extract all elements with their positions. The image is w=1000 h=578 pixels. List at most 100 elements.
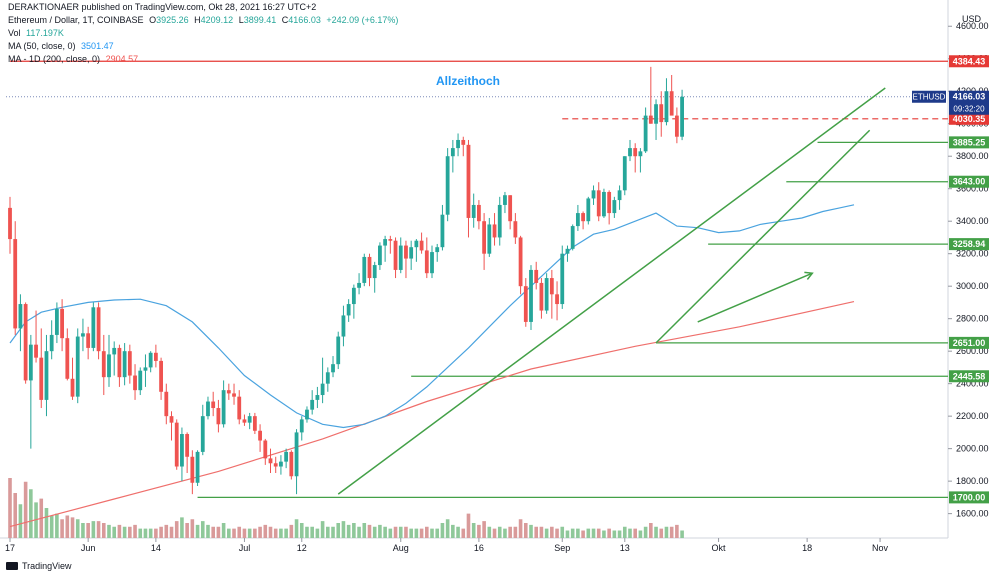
candle-body	[216, 408, 221, 425]
level-badge	[949, 55, 989, 68]
volume-bar	[138, 528, 143, 538]
candle-body	[180, 434, 184, 467]
volume-bar	[268, 526, 273, 538]
tradingview-footer[interactable]: TradingView	[6, 561, 72, 571]
candle-body	[570, 226, 575, 249]
candle-body	[591, 190, 596, 199]
volume-bar	[91, 521, 96, 538]
legend-ma50-row[interactable]: MA (50, close, 0) 3501.47	[8, 41, 114, 51]
candle-body	[148, 352, 153, 368]
candle-body	[101, 351, 106, 378]
volume-bar	[445, 519, 450, 538]
volume-bar	[44, 508, 49, 538]
volume-bar	[440, 523, 445, 538]
volume-bar	[659, 528, 664, 538]
legend-ma200-row[interactable]: MA - 1D (200, close, 0) 2904.57	[8, 54, 138, 64]
volume-value: 117.197K	[26, 28, 64, 38]
open-label: O	[149, 15, 157, 25]
volume-bar	[216, 526, 221, 538]
trend-line	[697, 272, 813, 323]
volume-bar	[612, 530, 617, 538]
volume-bar	[513, 526, 518, 538]
volume-bar	[398, 526, 403, 538]
candle-body	[680, 96, 684, 137]
high-label: H	[194, 15, 201, 25]
level-badge	[949, 336, 989, 349]
level-badge	[949, 136, 989, 149]
volume-bar	[279, 528, 283, 538]
candle-body	[450, 148, 455, 157]
candle-body	[654, 104, 658, 124]
candle-body	[518, 237, 523, 287]
volume-bar	[404, 526, 408, 538]
x-tick-label: Nov	[872, 543, 889, 553]
volume-bar	[81, 523, 85, 538]
volume-bar	[523, 523, 528, 538]
volume-bar	[414, 528, 419, 538]
candle-body	[8, 207, 12, 240]
volume-bar	[117, 524, 122, 538]
volume-bar	[680, 530, 684, 538]
candle-body	[357, 282, 361, 288]
candle-body	[440, 214, 445, 248]
volume-bar	[565, 530, 570, 538]
candle-body	[398, 245, 403, 270]
volume-bar	[362, 523, 367, 538]
x-tick-label: 16	[474, 543, 484, 553]
candle-body	[409, 247, 414, 259]
ma50-label: MA (50, close, 0)	[8, 41, 76, 51]
x-tick-label: Sep	[554, 543, 570, 553]
candle-body	[164, 391, 169, 417]
volume-bar	[529, 524, 533, 538]
level-label: 2445.58	[953, 371, 986, 381]
volume-bar	[221, 523, 226, 538]
x-tick-label: Jun	[81, 543, 96, 553]
legend-volume-row[interactable]: Vol 117.197K	[8, 28, 64, 38]
volume-bar	[675, 524, 679, 538]
candle-body	[362, 256, 367, 283]
volume-bar	[305, 526, 309, 538]
candle-body	[628, 148, 632, 157]
candle-body	[185, 434, 190, 457]
candle-body	[534, 269, 539, 283]
candle-body	[388, 239, 393, 241]
volume-bar	[466, 513, 471, 538]
volume-bar	[409, 528, 413, 538]
candle-body	[252, 416, 257, 431]
low-value: 3899.41	[243, 15, 277, 25]
volume-bar	[195, 524, 200, 538]
candle-body	[414, 240, 419, 248]
y-tick-label: 2000.00	[956, 444, 989, 454]
candle-body	[320, 383, 325, 396]
candle-body	[555, 294, 559, 305]
candle-body	[195, 451, 200, 483]
volume-bar	[596, 528, 601, 538]
candle-body	[674, 115, 679, 137]
candle-body	[565, 248, 570, 254]
level-badge	[949, 370, 989, 383]
candle-body	[523, 286, 528, 322]
volume-bar	[508, 526, 512, 538]
volume-bar	[133, 524, 137, 538]
volume-bar	[128, 526, 132, 538]
candle-body	[23, 304, 28, 381]
volume-bar	[461, 528, 466, 538]
level-badge	[949, 112, 989, 125]
volume-bar	[49, 515, 54, 538]
candle-body	[247, 416, 252, 423]
volume-bar	[451, 524, 455, 538]
candle-body	[127, 351, 132, 376]
candle-body	[305, 409, 309, 420]
symbol-name: Ethereum / Dollar, 1T, COINBASE	[8, 15, 144, 25]
level-label: 3643.00	[953, 177, 986, 187]
volume-bar	[649, 523, 653, 538]
volume-bar	[555, 528, 559, 538]
volume-bar	[669, 526, 674, 538]
candle-body	[200, 416, 205, 452]
level-label: 2651.00	[953, 338, 986, 348]
candle-body	[122, 351, 127, 378]
volume-bar	[29, 489, 33, 538]
y-tick-label: 2800.00	[956, 314, 989, 324]
